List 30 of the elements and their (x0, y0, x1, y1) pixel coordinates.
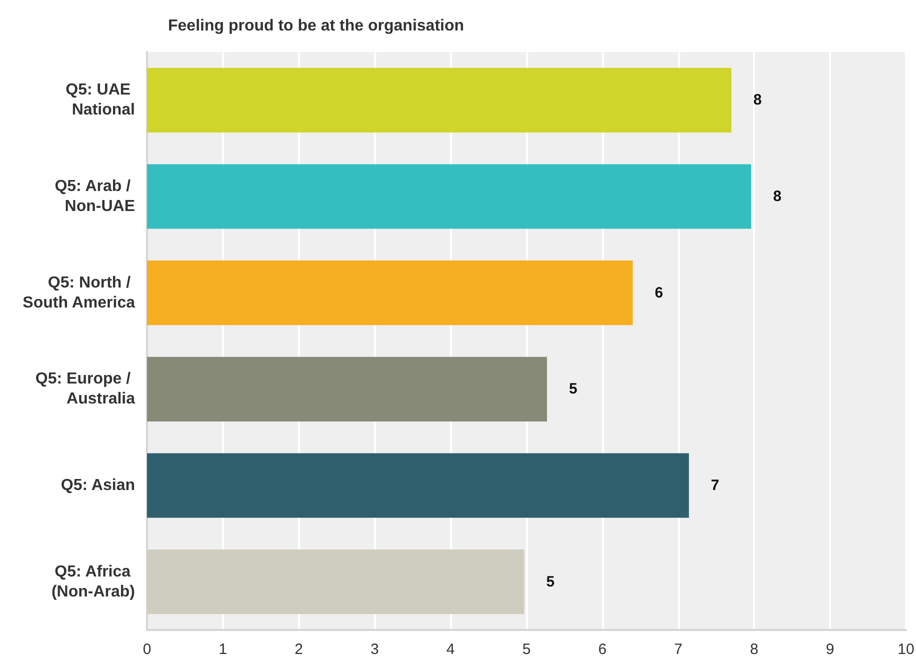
data-label: 5 (568, 380, 578, 398)
x-tick-label: 3 (370, 641, 379, 658)
x-tick-label: 5 (522, 641, 531, 658)
x-tick-label: 6 (598, 641, 607, 658)
x-tick-label: 8 (750, 641, 758, 658)
chart-title: Feeling proud to be at the organisation (168, 18, 464, 34)
x-tick-label: 0 (142, 641, 152, 658)
data-label: 8 (753, 92, 762, 109)
x-tick-label: 1 (218, 641, 228, 658)
x-tick-label: 10 (898, 641, 914, 658)
x-tick-label: 4 (446, 641, 455, 658)
y-tick-label: Q5: North / South America (22, 274, 136, 312)
x-tick-label: 7 (674, 641, 682, 658)
data-label: 6 (654, 284, 664, 302)
y-tick-label: Q5: UAE National (66, 82, 135, 119)
bar (147, 550, 524, 614)
y-tick-label: Q5: Europe / Australia (35, 370, 136, 408)
bar (147, 356, 547, 422)
bar (147, 68, 732, 132)
y-tick-label: Q5: Africa (Non-Arab) (51, 563, 135, 600)
bar (147, 260, 633, 326)
bar (147, 164, 752, 229)
bar (147, 453, 689, 518)
data-label: 5 (546, 573, 555, 590)
y-tick-label: Q5: Arab / Non-UAE (54, 178, 136, 215)
data-label: 8 (773, 188, 782, 205)
x-tick-label: 9 (826, 641, 834, 658)
x-tick-label: 2 (294, 641, 303, 658)
data-label: 7 (710, 477, 720, 494)
y-tick-label: Q5: Asian (60, 477, 135, 494)
